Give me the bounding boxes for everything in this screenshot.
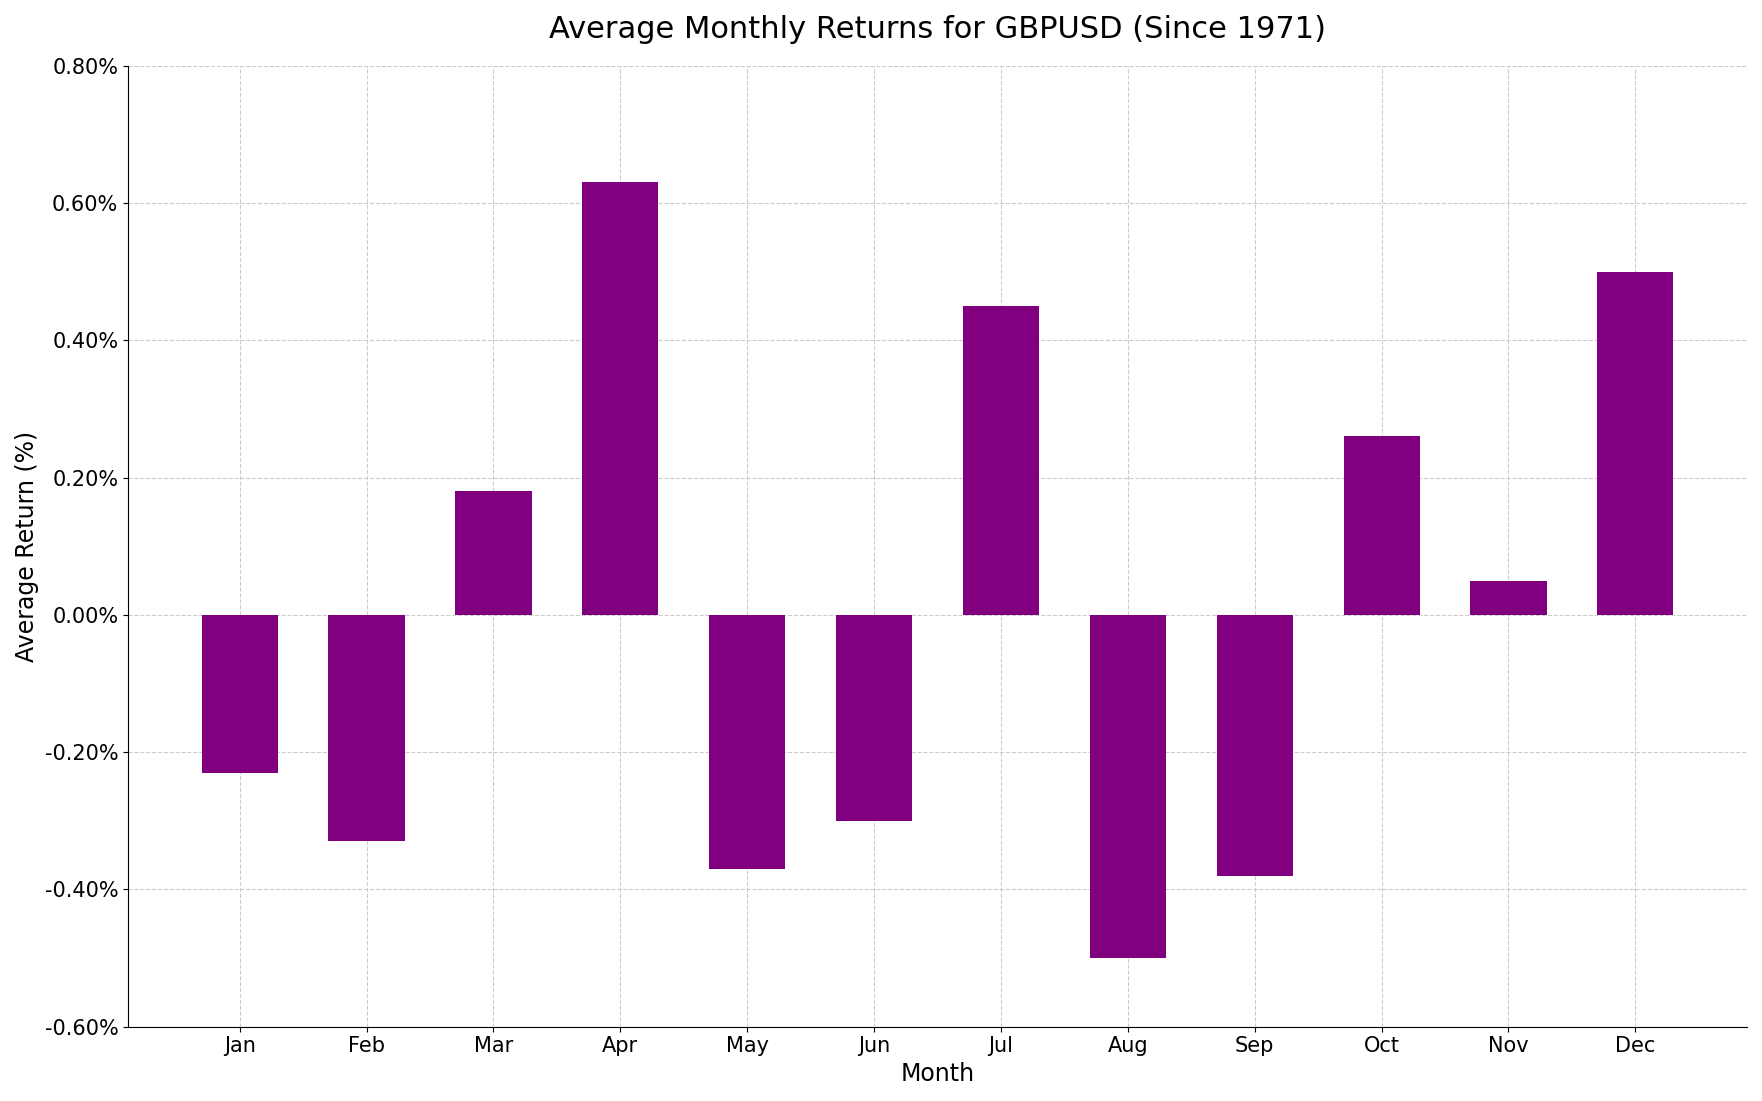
Bar — [1471, 580, 1547, 614]
Bar — [1216, 614, 1293, 875]
Bar — [328, 614, 405, 841]
Bar — [1089, 614, 1166, 958]
Bar — [708, 614, 786, 869]
Bar — [201, 614, 278, 773]
Bar — [1598, 272, 1674, 614]
Title: Average Monthly Returns for GBPUSD (Since 1971): Average Monthly Returns for GBPUSD (Sinc… — [550, 15, 1327, 44]
Bar — [455, 491, 532, 614]
Bar — [962, 306, 1040, 614]
Bar — [1344, 436, 1420, 614]
Y-axis label: Average Return (%): Average Return (%) — [16, 430, 39, 662]
X-axis label: Month: Month — [900, 1062, 974, 1086]
Bar — [581, 183, 659, 614]
Bar — [835, 614, 913, 821]
